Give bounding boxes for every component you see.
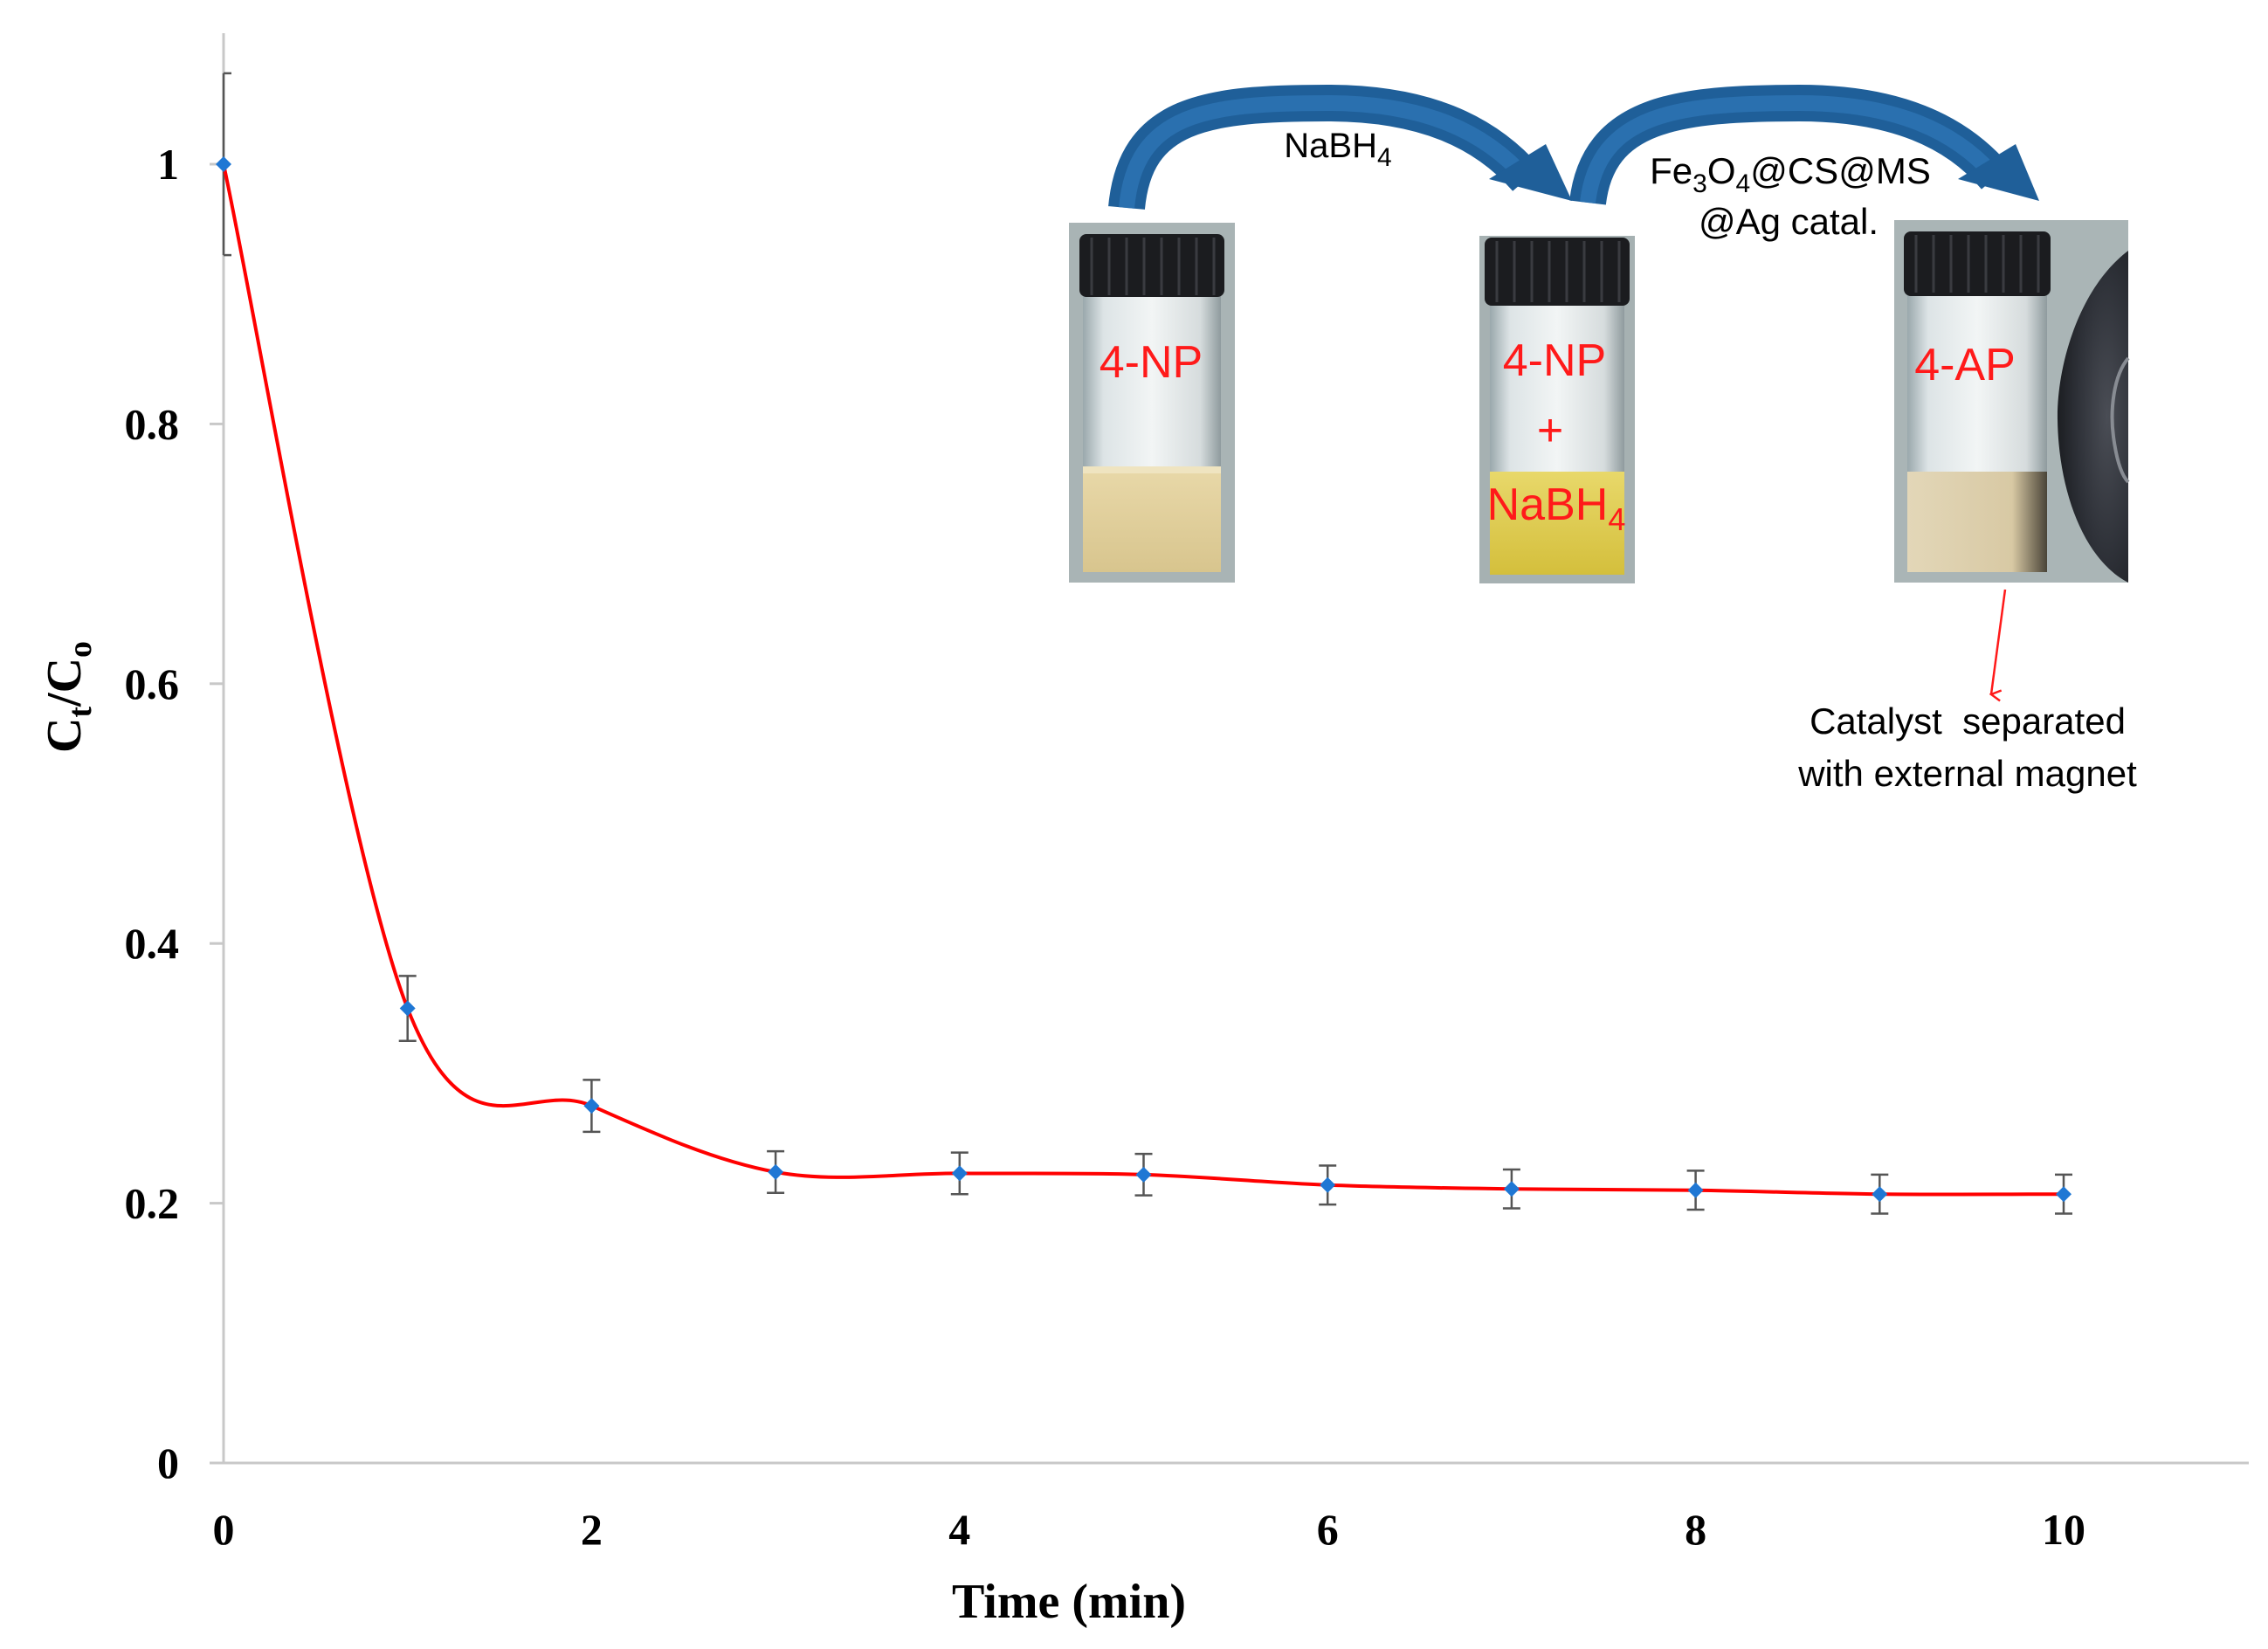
data-point — [583, 1098, 600, 1114]
vial1-label: 4-NP — [1100, 337, 1203, 388]
data-point — [216, 156, 231, 172]
y-tick-label: 0.8 — [125, 399, 180, 448]
x-tick-label: 2 — [581, 1505, 603, 1554]
data-point — [768, 1163, 784, 1180]
x-tick-label: 4 — [948, 1505, 970, 1554]
vial2-label-line3: NaBH4 — [1487, 480, 1626, 537]
data-point — [951, 1165, 968, 1182]
curved-arrow-1 — [1108, 84, 1572, 210]
data-point — [1872, 1186, 1888, 1203]
arrow2-label-line2: @Ag catal. — [1699, 201, 1879, 242]
series-line — [222, 163, 2065, 1197]
marker-group — [216, 156, 2072, 1203]
data-point — [1687, 1182, 1704, 1198]
data-point — [2056, 1186, 2072, 1203]
y-tick-label: 0.4 — [125, 919, 180, 968]
x-tick-label: 10 — [2042, 1505, 2085, 1554]
y-tick-label: 0.2 — [125, 1179, 180, 1228]
x-tick-label: 6 — [1317, 1505, 1339, 1554]
x-axis-title: Time (min) — [952, 1575, 1186, 1629]
data-point — [399, 1000, 416, 1017]
arrow2-label-line1: Fe3O4@CS@MS — [1650, 150, 1931, 198]
note-line1: Catalyst separated — [1810, 700, 2126, 742]
data-point — [1320, 1176, 1336, 1193]
y-axis-title-sub2: o — [62, 641, 99, 658]
vial-4np: 4-NP — [1069, 223, 1235, 583]
y-tick-label: 1 — [157, 140, 179, 189]
y-tick-group: 0 0.2 0.4 0.6 0.8 1 — [125, 140, 224, 1487]
vial-4np-nabh4: 4-NP + NaBH4 — [1479, 236, 1635, 583]
note-arrow — [1991, 589, 2007, 694]
x-tick-group: 0 2 4 6 8 10 — [213, 1505, 2086, 1554]
x-tick-label: 0 — [213, 1505, 235, 1554]
magnet-icon — [2057, 251, 2128, 583]
y-tick-label: 0 — [157, 1439, 179, 1487]
vial3-label: 4-AP — [1914, 340, 2016, 390]
data-point — [1135, 1166, 1152, 1183]
y-axis-title: Ct/Co — [38, 641, 99, 753]
vial2-label-line2: + — [1537, 405, 1563, 456]
curved-arrow-2 — [1569, 84, 2039, 206]
note-line2: with external magnet — [1797, 753, 2137, 794]
x-tick-label: 8 — [1685, 1505, 1706, 1554]
vial-4ap-magnet: 4-AP — [1894, 220, 2130, 583]
y-tick-label: 0.6 — [125, 659, 180, 708]
arrow1-label: NaBH4 — [1284, 127, 1391, 172]
data-point — [1503, 1181, 1520, 1197]
plot-axes — [222, 33, 2249, 1465]
reaction-inset: NaBH4 Fe3O4@CS@MS @Ag catal. 4-NP — [1069, 84, 2137, 794]
vial2-label-line1: 4-NP — [1503, 335, 1606, 386]
y-axis-title-main: C — [38, 718, 92, 753]
y-axis-title-slash: /C — [38, 658, 92, 707]
y-axis-title-sub1: t — [62, 707, 99, 718]
